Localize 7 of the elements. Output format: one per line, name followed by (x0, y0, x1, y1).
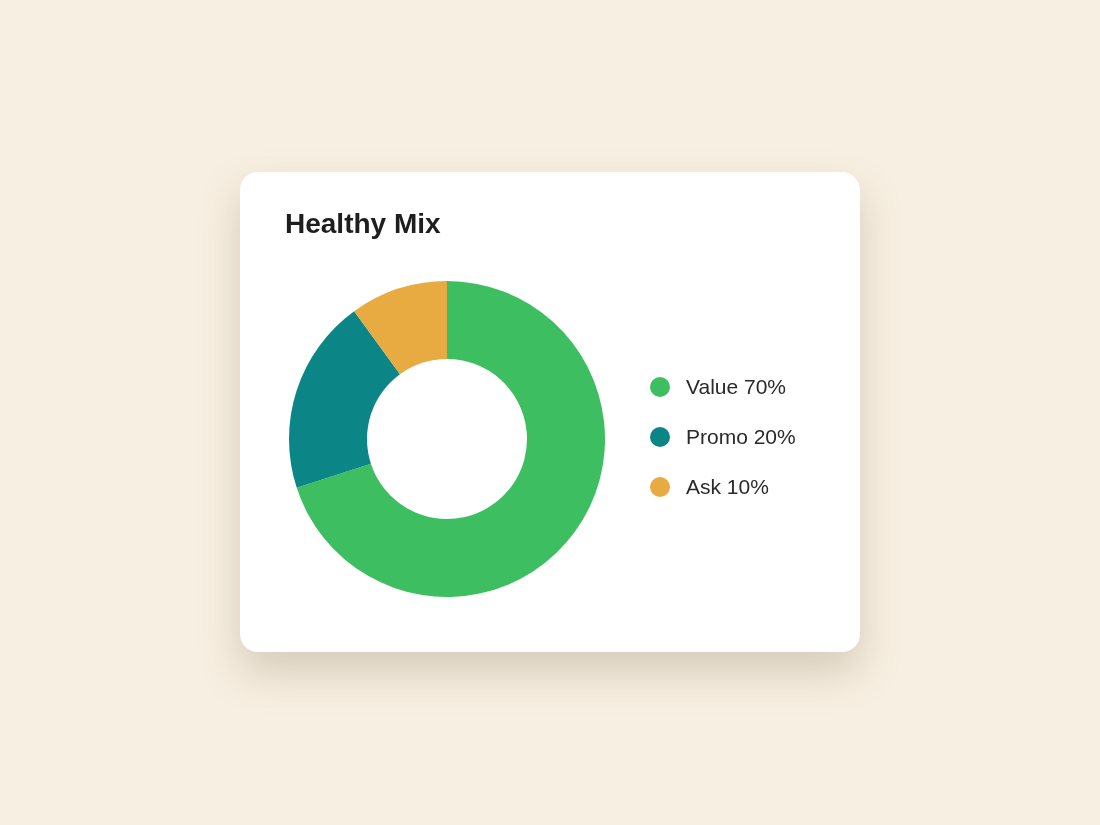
legend-label: Value 70% (686, 375, 787, 399)
donut-slice (354, 281, 447, 375)
donut-slice (289, 311, 400, 488)
donut-slice (296, 281, 605, 597)
chart-title: Healthy Mix (285, 208, 441, 240)
legend-label: Ask 10% (686, 475, 769, 499)
legend-label: Promo 20% (686, 425, 796, 449)
